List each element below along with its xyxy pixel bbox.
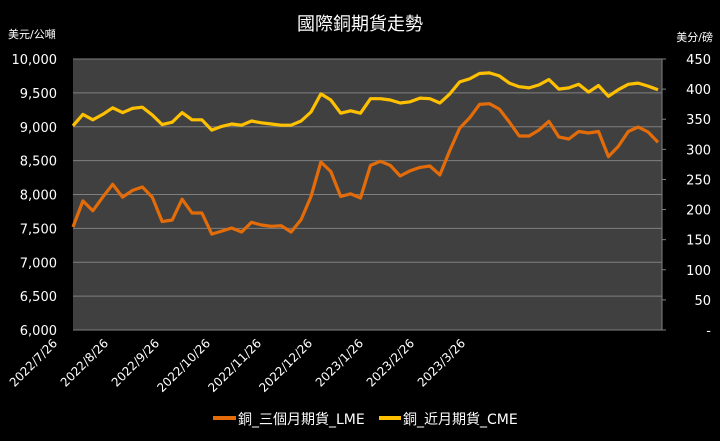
series-line-cme [71, 71, 659, 132]
y-left-tick-label: 6,000 [20, 324, 57, 339]
y-left-tick-label: 7,500 [20, 222, 57, 237]
y-left-tick-label: 9,000 [20, 121, 57, 136]
y-left-tick-label: 10,000 [12, 53, 58, 68]
y-right-tick-label: 350 [686, 113, 711, 128]
y-right-tick-label: 250 [686, 173, 711, 188]
y-left-tick-label: 8,000 [20, 189, 57, 204]
legend-label-cme: 銅_近月期貨_CME [403, 411, 518, 428]
y-left-tick-label: 8,500 [20, 155, 57, 170]
y-right-tick-label: 400 [686, 83, 711, 98]
right-axis-unit: 美分/磅 [676, 30, 713, 44]
left-axis-unit: 美元/公噸 [8, 27, 56, 41]
y-right-tick-label: 150 [686, 234, 711, 249]
y-right-tick-label: 200 [686, 204, 711, 219]
series-line-lme [71, 102, 660, 236]
y-left-tick-label: 6,500 [20, 290, 57, 305]
y-right-tick-label: 50 [694, 294, 711, 309]
y-left-tick-label: 9,500 [20, 87, 57, 102]
y-right-tick-label: 450 [686, 53, 711, 68]
y-right-tick-label: - [706, 324, 711, 339]
y-right-tick-label: 300 [686, 143, 711, 158]
y-left-tick-label: 7,000 [20, 256, 57, 271]
legend-label-lme: 銅_三個月期貨_LME [238, 411, 365, 428]
legend: 銅_三個月期貨_LME 銅_近月期貨_CME [213, 411, 518, 428]
y-right-tick-label: 100 [686, 264, 711, 279]
chart-title: 國際銅期貨走勢 [297, 14, 423, 35]
